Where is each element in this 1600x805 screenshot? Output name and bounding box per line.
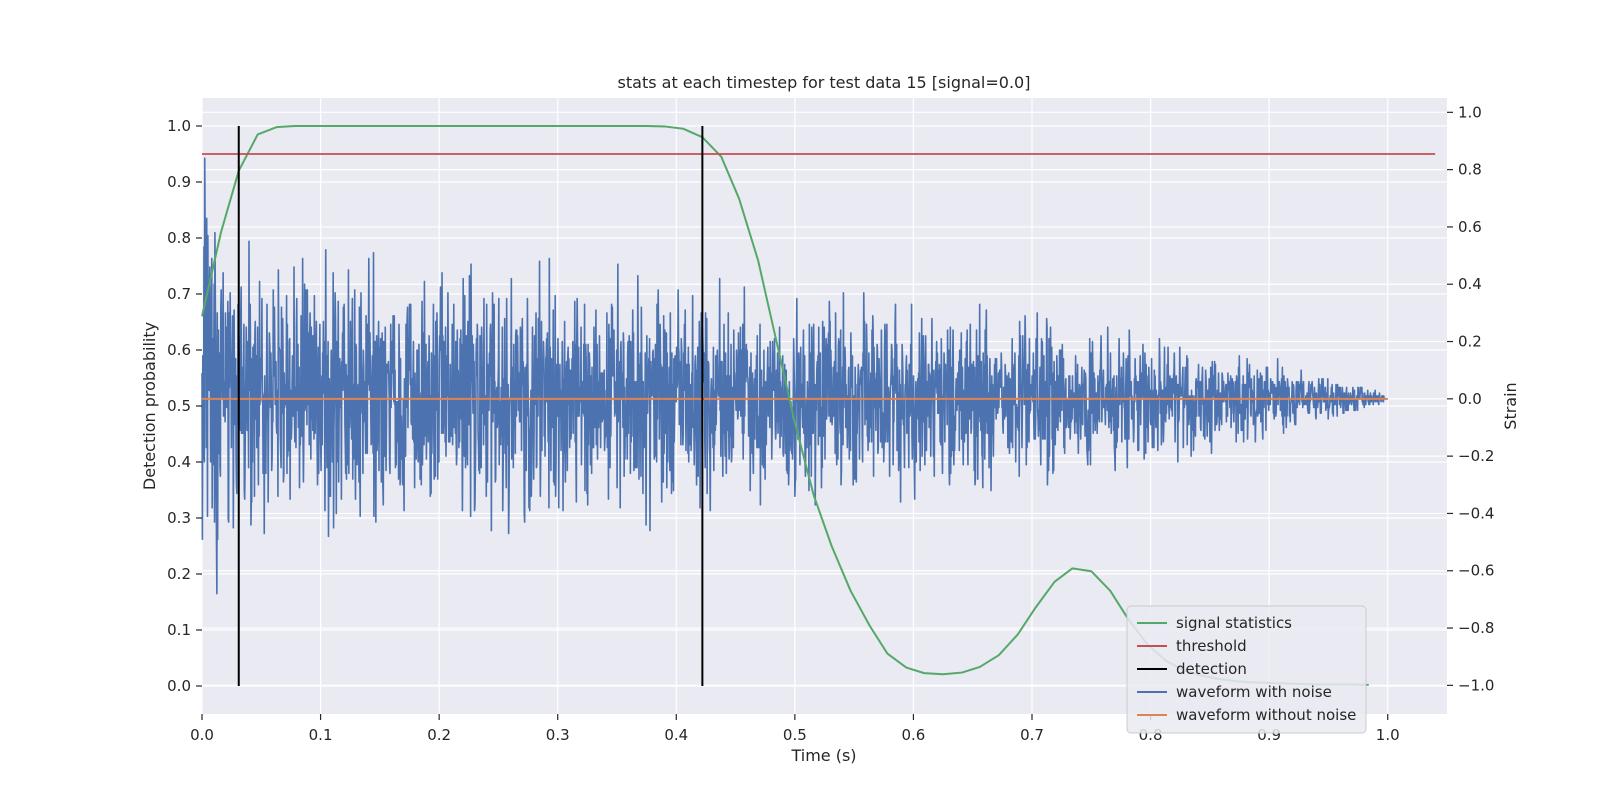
axes: 0.0 0.1 0.2 0.3 0.4 0.5 0.6 0.7 0.8 0.9 1.0 0.0 0.1 0…: [167, 103, 1494, 744]
y-tick-label: 1.0: [167, 117, 191, 135]
x-tick-label: 1.0: [1376, 726, 1400, 744]
y-right-tick-label: −0.8: [1458, 619, 1494, 637]
y-right-tick-label: 0.4: [1458, 275, 1482, 293]
y-right-tick-label: −0.2: [1458, 447, 1494, 465]
legend-label: waveform without noise: [1176, 706, 1356, 724]
x-tick-label: 0.7: [1020, 726, 1044, 744]
x-tick-label: 0.2: [427, 726, 451, 744]
y-right-tick-label: −1.0: [1458, 676, 1494, 694]
y-axis-right-label: Strain: [1501, 382, 1520, 429]
legend-label: waveform with noise: [1176, 683, 1332, 701]
y-right-tick-label: 0.0: [1458, 390, 1482, 408]
legend-box: [1126, 605, 1367, 734]
series-layer: [201, 125, 1436, 686]
y-tick-label: 0.4: [167, 453, 191, 471]
y-tick-label: 0.9: [167, 173, 191, 191]
y-right-tick-label: −0.4: [1458, 504, 1494, 522]
y-tick-label: 0.3: [167, 509, 191, 527]
x-tick-label: 0.4: [664, 726, 688, 744]
legend: signal statistics threshold detection wavef…: [1126, 605, 1367, 734]
y-tick-label: 0.0: [167, 677, 191, 695]
chart-title: stats at each timestep for test data 15 …: [618, 73, 1031, 92]
y-tick-label: 0.6: [167, 341, 191, 359]
x-tick-label: 0.3: [546, 726, 570, 744]
y-tick-label: 0.5: [167, 397, 191, 415]
y-tick-label: 0.8: [167, 229, 191, 247]
y-tick-label: 0.7: [167, 285, 191, 303]
y-right-tick-label: 0.6: [1458, 218, 1482, 236]
x-axis-label: Time (s): [790, 746, 856, 765]
y-right-tick-label: 1.0: [1458, 103, 1482, 121]
y-tick-label: 0.1: [167, 621, 191, 639]
legend-label: signal statistics: [1176, 614, 1292, 632]
y-right-tick-label: −0.6: [1458, 562, 1494, 580]
y-tick-label: 0.2: [167, 565, 191, 583]
legend-label: detection: [1176, 660, 1247, 678]
legend-label: threshold: [1176, 637, 1247, 655]
x-tick-label: 0.6: [901, 726, 925, 744]
x-tick-label: 0.0: [190, 726, 214, 744]
y-right-tick-label: 0.2: [1458, 333, 1482, 351]
x-tick-label: 0.1: [309, 726, 333, 744]
x-tick-label: 0.5: [783, 726, 807, 744]
y-right-tick-label: 0.8: [1458, 161, 1482, 179]
waveform-with-noise-line: [201, 157, 1389, 595]
y-axis-label: Detection probability: [140, 322, 159, 490]
